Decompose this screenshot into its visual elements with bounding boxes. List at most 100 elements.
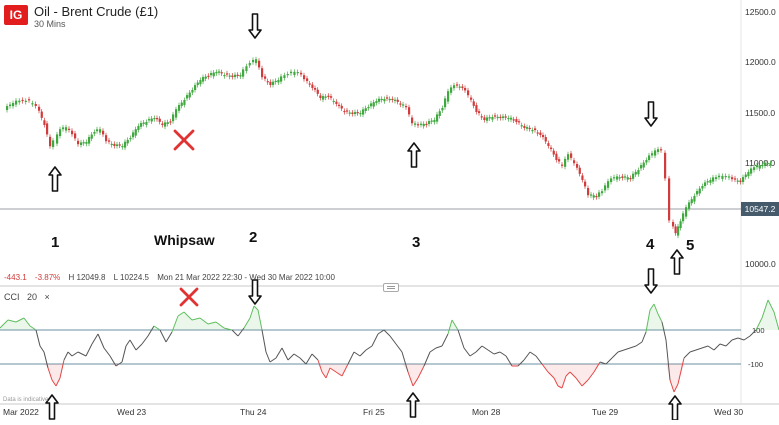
- candle-body: [375, 101, 378, 103]
- candle-body: [728, 176, 731, 178]
- cci-line-segment: [713, 343, 721, 351]
- candle-body: [408, 107, 411, 115]
- close-icon[interactable]: ×: [44, 292, 50, 302]
- arrow-shape: [407, 142, 421, 168]
- annotation-label-2: 2: [249, 229, 258, 246]
- cci-line-segment: [215, 321, 225, 329]
- candle-body: [62, 127, 65, 130]
- cci-line-segment: [605, 357, 613, 365]
- candle-body: [758, 165, 761, 169]
- candle-body: [194, 85, 197, 90]
- cci-line-segment: [661, 321, 667, 341]
- candle-body: [715, 177, 718, 179]
- candle-body: [348, 112, 351, 114]
- candle-body: [526, 127, 529, 129]
- cci-line-segment: [645, 309, 651, 333]
- candle-body: [399, 103, 402, 105]
- candle-body: [85, 142, 88, 144]
- cci-line-segment: [237, 327, 245, 337]
- cci-line-segment: [435, 345, 443, 349]
- candle-body: [414, 123, 417, 125]
- time-axis-tick: Thu 24: [240, 407, 267, 417]
- cci-line-segment: [701, 345, 709, 349]
- candle-body: [645, 160, 648, 163]
- candle-body: [674, 226, 677, 234]
- candle-body: [158, 118, 161, 122]
- cci-line-segment: [59, 359, 65, 379]
- candle-body: [380, 98, 383, 101]
- candle-body: [567, 154, 570, 160]
- candle-body: [417, 124, 420, 126]
- candle-body: [610, 178, 613, 182]
- candle-body: [520, 125, 523, 127]
- candle-body: [335, 101, 338, 104]
- candle-body: [486, 117, 489, 121]
- down-arrow-icon: [644, 101, 658, 127]
- cci-oversold-fill: [0, 364, 779, 392]
- candle-body: [113, 143, 116, 146]
- cci-line-segment: [743, 335, 751, 341]
- pane-resize-handle[interactable]: [383, 283, 399, 292]
- candle-body: [396, 99, 399, 102]
- cci-line-segment: [15, 317, 25, 323]
- candle-body: [536, 132, 539, 134]
- cci-line-segment: [91, 333, 99, 345]
- cci-line-segment: [417, 365, 425, 379]
- cci-line-segment: [199, 317, 209, 325]
- candle-body: [470, 97, 473, 100]
- candle-body: [71, 130, 74, 135]
- candle-body: [204, 76, 207, 79]
- cci-line-segment: [725, 339, 733, 347]
- candle-body: [724, 176, 727, 178]
- candle-body: [721, 175, 724, 179]
- candle-body: [475, 105, 478, 112]
- candle-body: [116, 144, 119, 146]
- candle-body: [319, 95, 322, 98]
- cci-line-segment: [731, 337, 739, 341]
- instrument-title[interactable]: Oil - Brent Crude (£1): [34, 4, 159, 19]
- cci-line-segment: [353, 351, 361, 357]
- arrow-shape: [644, 268, 658, 294]
- candle-body: [558, 159, 561, 162]
- candle-body: [134, 129, 137, 136]
- candle-body: [561, 164, 564, 166]
- cci-line-segment: [0, 319, 9, 329]
- cci-line-segment: [653, 303, 659, 315]
- candle-body: [576, 164, 579, 168]
- candles-group: [6, 56, 772, 239]
- time-axis-tick: Wed 23: [117, 407, 146, 417]
- time-axis-tick: Wed 30: [714, 407, 743, 417]
- candle-body: [316, 89, 319, 94]
- candle-body: [394, 99, 397, 101]
- candle-body: [461, 86, 464, 88]
- candle-body: [688, 202, 691, 209]
- cci-line-segment: [165, 331, 173, 343]
- candle-body: [378, 98, 381, 102]
- candle-body: [215, 72, 218, 74]
- candle-body: [354, 112, 357, 114]
- candle-body: [121, 146, 124, 148]
- candle-body: [264, 76, 267, 79]
- candle-body: [145, 122, 148, 125]
- timeframe-label[interactable]: 30 Mins: [34, 19, 66, 29]
- cci-line-segment: [183, 311, 193, 321]
- cci-line-segment: [293, 353, 301, 359]
- candle-body: [372, 102, 375, 107]
- up-arrow-icon: [48, 166, 62, 192]
- candle-body: [464, 88, 467, 91]
- candle-body: [74, 133, 77, 139]
- candle-body: [383, 99, 386, 102]
- candle-body: [231, 75, 234, 77]
- cci-line-segment: [677, 357, 685, 385]
- cci-line-segment: [153, 325, 161, 331]
- candle-body: [450, 87, 453, 93]
- candle-body: [494, 115, 497, 117]
- candle-body: [420, 123, 423, 125]
- candle-body: [188, 92, 191, 98]
- candle-body: [283, 75, 286, 78]
- candle-body: [544, 137, 547, 142]
- candle-body: [682, 213, 685, 222]
- cci-line-segment: [617, 349, 625, 353]
